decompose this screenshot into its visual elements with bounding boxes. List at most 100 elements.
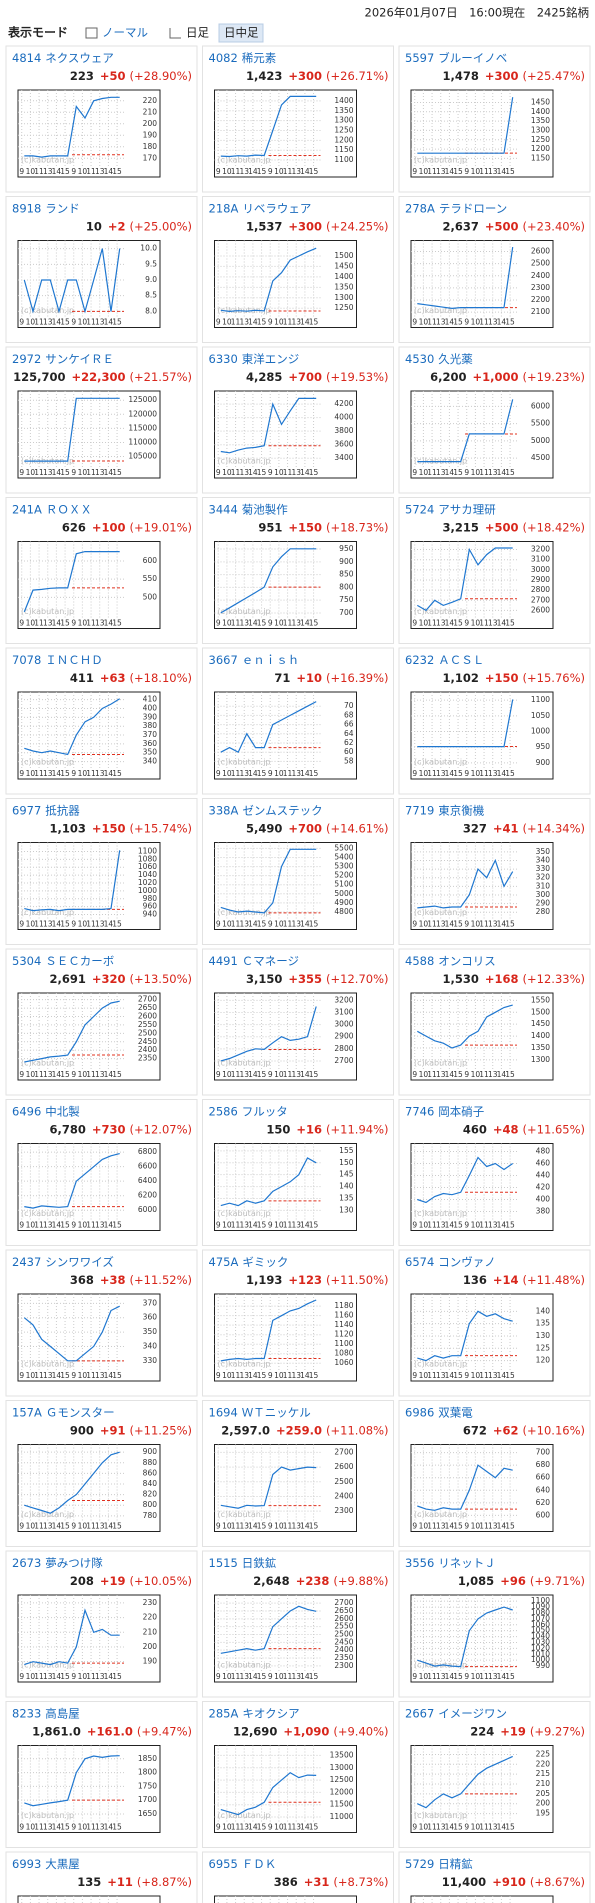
stock-code[interactable]: 4588 xyxy=(405,954,434,968)
x-tick-label: 11 xyxy=(34,1221,44,1230)
stock-code[interactable]: 157A xyxy=(12,1405,42,1419)
change: +123 xyxy=(288,1273,322,1287)
stock-code[interactable]: 7746 xyxy=(405,1104,434,1118)
x-tick-label: 13 xyxy=(43,1371,53,1380)
stock-code[interactable]: 5304 xyxy=(12,954,41,968)
stock-code[interactable]: 4814 xyxy=(12,51,41,65)
chart-frame xyxy=(17,390,161,479)
stock-code[interactable]: 6232 xyxy=(405,653,434,667)
x-tick-label: 10 xyxy=(26,769,36,778)
x-tick-label: 15 xyxy=(257,1371,267,1380)
stock-code[interactable]: 241A xyxy=(12,502,42,516)
stock-code[interactable]: 8918 xyxy=(12,201,41,215)
x-tick-label: 14 xyxy=(104,1823,114,1832)
stock-code[interactable]: 6496 xyxy=(12,1104,41,1118)
y-tick-label: 390 xyxy=(143,712,158,721)
daily-link[interactable]: 日足 xyxy=(186,26,209,40)
x-tick-label: 15 xyxy=(505,1823,515,1832)
stock-code[interactable]: 5729 xyxy=(405,1857,434,1871)
change: +320 xyxy=(92,972,126,986)
stock-code[interactable]: 2972 xyxy=(12,352,41,366)
price-line-series xyxy=(417,247,514,310)
stock-code[interactable]: 6955 xyxy=(209,1857,238,1871)
stock-code[interactable]: 6330 xyxy=(209,352,238,366)
stock-code[interactable]: 3667 xyxy=(209,653,238,667)
x-tick-label: 15 xyxy=(453,619,463,628)
stock-code[interactable]: 475A xyxy=(209,1255,239,1269)
stock-code[interactable]: 7078 xyxy=(12,653,41,667)
stock-code[interactable]: 278A xyxy=(405,201,435,215)
y-tick-label: 62 xyxy=(344,738,354,747)
cell xyxy=(5,346,198,494)
x-tick-label: 15 xyxy=(309,468,319,477)
y-tick-label: 2400 xyxy=(138,1045,157,1054)
stock-code[interactable]: 4082 xyxy=(209,51,238,65)
y-tick-label: 170 xyxy=(143,153,158,162)
stock-code[interactable]: 6986 xyxy=(405,1405,434,1419)
x-tick-label: 15 xyxy=(257,318,267,327)
stock-code[interactable]: 3556 xyxy=(405,1556,434,1570)
normal-link[interactable]: ノーマル xyxy=(102,26,148,40)
stock-code[interactable]: 338A xyxy=(209,803,239,817)
y-tick-label: 1250 xyxy=(334,125,353,134)
stock-code[interactable]: 1694 xyxy=(209,1405,238,1419)
stock-code[interactable]: 4491 xyxy=(209,954,238,968)
x-tick-label: 9 xyxy=(268,769,273,778)
price-line: 3,215 +500 (+18.42%) xyxy=(442,520,585,534)
cell xyxy=(202,647,394,795)
stock-code[interactable]: 5597 xyxy=(405,51,434,65)
x-tick-label: 14 xyxy=(52,1221,62,1230)
stock-code[interactable]: 8233 xyxy=(12,1706,41,1720)
stock-code[interactable]: 285A xyxy=(209,1706,239,1720)
y-tick-label: 660 xyxy=(536,1473,551,1482)
x-tick-label: 13 xyxy=(95,167,105,176)
stock-code[interactable]: 2673 xyxy=(12,1556,41,1570)
change: +63 xyxy=(100,671,126,685)
chart-frame xyxy=(17,89,161,178)
stock-name: 東洋エンジ xyxy=(242,352,300,366)
stock-code[interactable]: 5724 xyxy=(405,502,434,516)
y-tick-label: 6000 xyxy=(138,1205,157,1214)
x-tick-label: 15 xyxy=(60,1070,70,1079)
cell xyxy=(202,798,394,945)
y-tick-label: 860 xyxy=(143,1468,158,1477)
change: +11 xyxy=(107,1875,133,1889)
intraday-button[interactable] xyxy=(218,23,264,43)
x-tick-label: 14 xyxy=(445,769,455,778)
stock-code[interactable]: 1515 xyxy=(209,1556,238,1570)
stock-code[interactable]: 218A xyxy=(209,201,239,215)
intraday-link[interactable]: 日中足 xyxy=(224,26,259,40)
stock-name: 久光薬 xyxy=(438,352,473,366)
x-tick-label: 9 xyxy=(19,318,24,327)
stock-code[interactable]: 6993 xyxy=(12,1857,41,1871)
stock-code[interactable]: 6574 xyxy=(405,1255,434,1269)
chart-frame xyxy=(410,1594,554,1683)
y-tick-label: 110000 xyxy=(128,437,157,446)
stock-code[interactable]: 3444 xyxy=(209,502,238,516)
cell xyxy=(5,798,198,945)
stock-code[interactable]: 2667 xyxy=(405,1706,434,1720)
stock-title: 157A Ｇモンスター xyxy=(12,1405,115,1419)
price-line-series xyxy=(220,701,317,754)
cell xyxy=(398,1400,591,1547)
y-tick-label: 1090 xyxy=(531,1602,550,1611)
y-tick-label: 6000 xyxy=(531,401,550,410)
x-tick-label: 10 xyxy=(274,1371,284,1380)
stock-code[interactable]: 2586 xyxy=(209,1104,238,1118)
stock-code[interactable]: 2437 xyxy=(12,1255,41,1269)
x-tick-label: 14 xyxy=(497,920,507,929)
stock-code[interactable]: 4530 xyxy=(405,352,434,366)
price-line: 223 +50 (+28.90%) xyxy=(70,69,192,83)
price-line: 368 +38 (+11.52%) xyxy=(70,1273,192,1287)
stock-code[interactable]: 7719 xyxy=(405,803,434,817)
stock-code[interactable]: 6977 xyxy=(12,803,41,817)
stock-name: ネクスウェア xyxy=(45,51,114,65)
change-pct: (+10.16%) xyxy=(523,1423,585,1437)
price: 2,648 xyxy=(253,1574,289,1588)
y-tick-label: 205 xyxy=(536,1789,551,1798)
chart-frame xyxy=(214,691,357,780)
stock-name: ＡＣＳＬ xyxy=(438,653,484,667)
x-tick-label: 13 xyxy=(291,920,301,929)
x-tick-label: 10 xyxy=(471,1672,481,1681)
y-tick-label: 640 xyxy=(536,1485,551,1494)
